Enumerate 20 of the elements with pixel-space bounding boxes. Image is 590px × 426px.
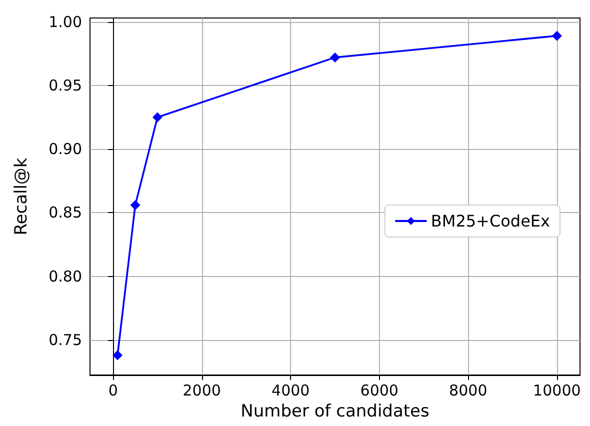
x-tick-label: 0: [108, 382, 118, 400]
point: [152, 112, 162, 122]
x-tick-label: 6000: [360, 382, 398, 400]
point: [330, 52, 340, 62]
x-tick-label: 10000: [533, 382, 581, 400]
legend-label: BM25+CodeEx: [430, 212, 550, 230]
x-tick-label: 8000: [449, 382, 488, 400]
point: [130, 200, 140, 210]
y-tick-label: 0.85: [48, 204, 82, 222]
y-tick-label: 0.95: [48, 76, 82, 94]
x-tick-label: 2000: [182, 382, 221, 400]
x-tick-label: 4000: [272, 382, 310, 400]
x-axis-title: Number of candidates: [240, 402, 430, 422]
y-tick-label: 1.00: [48, 12, 82, 31]
y-axis-title: Recall@k: [12, 158, 32, 236]
y-tick-label: 0.75: [48, 331, 82, 349]
y-tick-label: 0.90: [48, 140, 82, 158]
point: [112, 350, 123, 360]
y-tick-label: 0.80: [48, 267, 82, 286]
point: [552, 30, 562, 41]
